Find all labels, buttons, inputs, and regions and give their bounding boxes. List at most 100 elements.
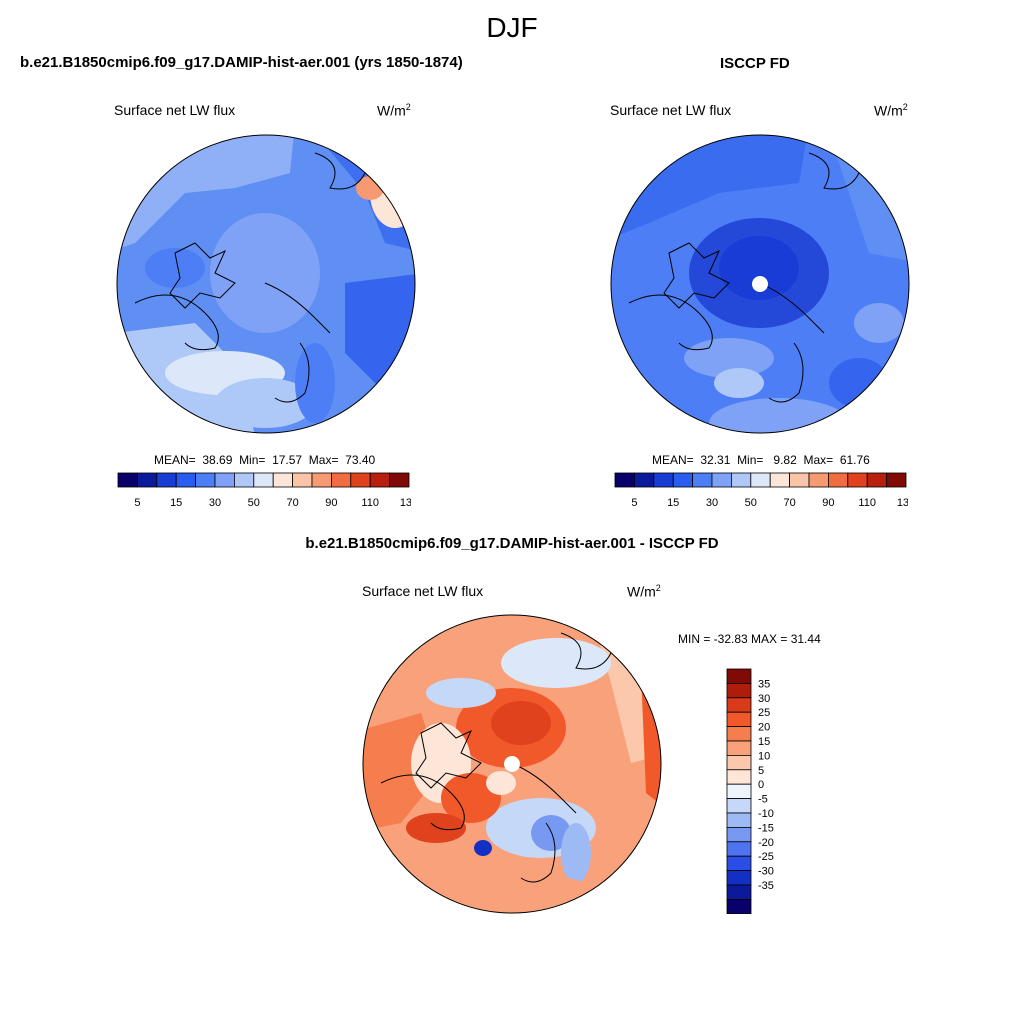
- panel3-colorbar-cell: [726, 740, 752, 756]
- panel2-colorbar-tick-label: 110: [858, 497, 876, 509]
- figure-title: DJF: [486, 12, 538, 43]
- panel1-colorbar-cell: [311, 472, 332, 488]
- panel1-colorbar-cell: [195, 472, 216, 488]
- panel1-colorbar-tick-label: 30: [209, 497, 221, 509]
- panel3-colorbar: 35 30 25 20 15 10 5 0 -5 -10 -15 -20 -25 -30 -35: [726, 668, 774, 914]
- panel2-colorbar-cell: [789, 472, 810, 488]
- panel1-colorbar-ticks: 5 15 30 50 70 90 110 130: [134, 497, 411, 509]
- panel3-colorbar-label: 20: [758, 722, 770, 734]
- panel3-colorbar-label: 15: [758, 736, 770, 748]
- panel2-colorbar-cell: [711, 472, 732, 488]
- panel1-colorbar-cell: [214, 472, 235, 488]
- panel3-pole-hole: [504, 756, 520, 772]
- panel1-colorbar-cells: [117, 472, 410, 488]
- panel3-colorbar-cell: [726, 697, 752, 713]
- panel3-colorbar-cell: [726, 884, 752, 900]
- panel3-colorbar-cell: [726, 726, 752, 742]
- panel1-variable-label: Surface net LW flux: [114, 102, 236, 118]
- panel1-colorbar-tick-label: 110: [361, 497, 379, 509]
- panel1-colorbar-tick-label: 130: [400, 497, 411, 509]
- panel2-colorbar-cell: [750, 472, 771, 488]
- panel3-colorbar-cell: [726, 898, 752, 914]
- panel3-colorbar-label: -35: [758, 880, 774, 892]
- panel2-units: W/m2: [874, 102, 908, 119]
- panel2-colorbar-cell: [692, 472, 713, 488]
- panel2-colorbar-cells: [614, 472, 907, 488]
- panel3-colorbar-cell: [726, 783, 752, 799]
- panel3-colorbar-label: -10: [758, 808, 774, 820]
- panel2-colorbar: 5 15 30 50 70 90 110 130: [614, 472, 908, 509]
- panel3-colorbar-label: -5: [758, 794, 768, 806]
- panel2-colorbar-cell: [808, 472, 829, 488]
- panel2-colorbar-cell: [653, 472, 674, 488]
- panel2-colorbar-cell: [847, 472, 868, 488]
- panel1-colorbar-cell: [330, 472, 352, 488]
- panel1-colorbar-cell: [292, 472, 313, 488]
- panel3-colorbar-cell: [726, 841, 752, 857]
- panel3-colorbar-labels: 35 30 25 20 15 10 5 0 -5 -10 -15 -20 -25 -30 -35: [758, 678, 774, 892]
- panel1-colorbar-tick-label: 5: [134, 497, 140, 509]
- panel1-colorbar-cell: [350, 472, 371, 488]
- panel1-colorbar-tick-label: 70: [286, 497, 298, 509]
- panel1-colorbar-tick-label: 90: [325, 497, 337, 509]
- panel1-colorbar-tick-label: 15: [170, 497, 182, 509]
- panel2-title: ISCCP FD: [720, 55, 790, 72]
- panel3-colorbar-label: 0: [758, 779, 764, 791]
- panel2-colorbar-tick-label: 30: [706, 497, 718, 509]
- panel3-colorbar-label: -20: [758, 837, 774, 849]
- panel3-colorbar-label: 30: [758, 693, 770, 705]
- panel3-colorbar-label: -15: [758, 822, 774, 834]
- panel3-colorbar-cell: [726, 870, 752, 886]
- panel3-colorbar-cell: [726, 798, 752, 814]
- panel1-units: W/m2: [377, 102, 411, 119]
- panel2-polar-map: [610, 134, 910, 434]
- panel3-colorbar-label: 35: [758, 678, 770, 690]
- panel2-colorbar-cell: [769, 472, 790, 488]
- panel1-colorbar: 5 15 30 50 70 90 110 130: [117, 472, 411, 509]
- panel2-colorbar-ticks: 5 15 30 50 70 90 110 130: [631, 497, 908, 509]
- panel3-colorbar-cells: [726, 668, 752, 914]
- panel2-variable-label: Surface net LW flux: [610, 102, 732, 118]
- panel3-colorbar-cell: [726, 711, 752, 728]
- panel2-pole-hole: [752, 276, 768, 292]
- panel1-title: b.e21.B1850cmip6.f09_g17.DAMIP-hist-aer.…: [20, 54, 463, 71]
- panel2-colorbar-cell: [886, 472, 907, 488]
- panel1-colorbar-cell: [389, 472, 410, 488]
- panel2-colorbar-tick-label: 70: [783, 497, 795, 509]
- panel1-polar-map: [116, 134, 416, 434]
- panel3-variable-label: Surface net LW flux: [362, 583, 484, 599]
- panel2-colorbar-cell: [633, 472, 655, 488]
- panel2-colorbar-tick-label: 130: [897, 497, 908, 509]
- panel3-colorbar-cell: [726, 682, 752, 699]
- panel2-colorbar-cell: [827, 472, 849, 488]
- panel1-colorbar-tick-label: 50: [248, 497, 260, 509]
- panel2-colorbar-cell: [731, 472, 752, 488]
- panel3-minmax: MIN = -32.83 MAX = 31.44: [678, 632, 821, 646]
- panel2-colorbar-tick-label: 50: [745, 497, 757, 509]
- panel1-colorbar-cell: [253, 472, 274, 488]
- panel3-colorbar-label: -25: [758, 851, 774, 863]
- panel3-colorbar-label: -30: [758, 866, 774, 878]
- panel2-colorbar-tick-label: 5: [631, 497, 637, 509]
- panel3-polar-map: [362, 614, 662, 914]
- panel3-colorbar-label: 25: [758, 707, 770, 719]
- panel3-title: b.e21.B1850cmip6.f09_g17.DAMIP-hist-aer.…: [305, 535, 719, 552]
- panel1-stats: MEAN= 38.69 Min= 17.57 Max= 73.40: [154, 453, 376, 467]
- panel1-colorbar-cell: [272, 472, 293, 488]
- panel3-colorbar-cell: [726, 855, 752, 871]
- panel2-colorbar-cell: [672, 472, 694, 488]
- panel1-colorbar-cell: [117, 472, 138, 488]
- panel3-colorbar-cell: [726, 812, 752, 828]
- panel3-colorbar-cell: [726, 668, 752, 684]
- panel3-colorbar-cell: [726, 755, 752, 771]
- panel3-colorbar-label: 5: [758, 765, 764, 777]
- panel2-colorbar-tick-label: 90: [822, 497, 834, 509]
- panel1-colorbar-cell: [175, 472, 197, 488]
- panel3-units: W/m2: [627, 583, 661, 600]
- panel3-colorbar-cell: [726, 769, 752, 785]
- panel2-colorbar-tick-label: 15: [667, 497, 679, 509]
- panel3-colorbar-label: 10: [758, 750, 770, 762]
- panel1-colorbar-cell: [136, 472, 158, 488]
- panel1-colorbar-cell: [369, 472, 390, 488]
- panel2-stats: MEAN= 32.31 Min= 9.82 Max= 61.76: [652, 453, 870, 467]
